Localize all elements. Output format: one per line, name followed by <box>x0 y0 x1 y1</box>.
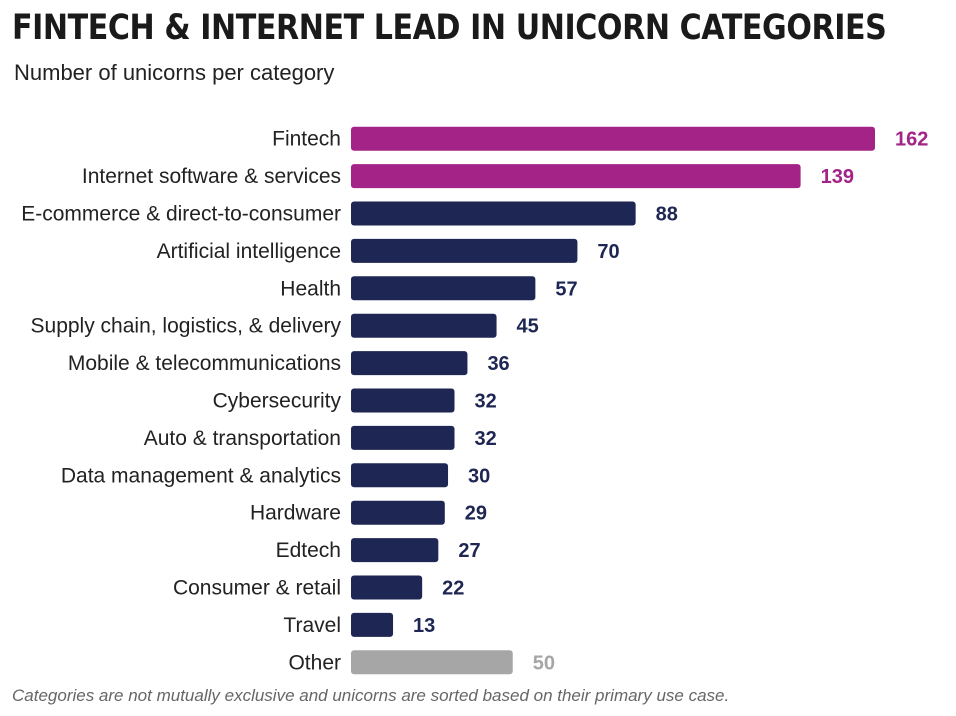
category-label: Other <box>288 651 341 674</box>
value-label: 70 <box>597 241 619 263</box>
category-label: E-commerce & direct-to-consumer <box>21 203 341 226</box>
value-label: 162 <box>895 129 928 151</box>
bar <box>351 201 636 226</box>
bar <box>351 164 801 189</box>
category-label: Artificial intelligence <box>157 240 341 263</box>
value-label: 45 <box>517 316 539 338</box>
value-label: 139 <box>821 166 854 188</box>
value-label: 88 <box>656 204 678 226</box>
value-label: 57 <box>555 278 577 300</box>
value-label: 13 <box>413 615 435 637</box>
bar <box>351 500 445 525</box>
bar <box>351 463 449 488</box>
bar <box>351 313 497 338</box>
category-label: Travel <box>283 614 341 637</box>
bar <box>351 388 455 413</box>
value-label: 36 <box>487 353 509 375</box>
category-label: Auto & transportation <box>144 427 341 450</box>
category-label: Hardware <box>250 502 341 525</box>
category-label: Supply chain, logistics, & delivery <box>31 315 342 338</box>
bar <box>351 425 455 450</box>
category-label: Health <box>280 277 341 300</box>
bar <box>351 238 578 263</box>
chart-subtitle: Number of unicorns per category <box>14 60 335 85</box>
bar-chart: Fintech 162 Internet software & services 13… <box>21 126 928 675</box>
category-label: Data management & analytics <box>61 464 341 487</box>
bar <box>351 538 439 563</box>
category-label: Mobile & telecommunications <box>68 352 341 375</box>
category-label: Cybersecurity <box>213 390 342 413</box>
category-label: Internet software & services <box>82 165 341 188</box>
bar <box>351 650 513 675</box>
bar <box>351 276 536 301</box>
value-label: 32 <box>475 428 497 450</box>
chart-footnote: Categories are not mutually exclusive an… <box>12 686 730 705</box>
bar <box>351 351 468 376</box>
category-label: Fintech <box>272 128 341 151</box>
category-label: Edtech <box>276 539 341 562</box>
category-label: Consumer & retail <box>173 577 341 600</box>
chart-title: FINTECH & INTERNET LEAD IN UNICORN CATEG… <box>12 8 887 48</box>
value-label: 22 <box>442 578 464 600</box>
value-label: 50 <box>533 652 555 674</box>
value-label: 27 <box>458 540 480 562</box>
bar <box>351 612 394 637</box>
bar <box>351 575 423 600</box>
value-label: 32 <box>475 391 497 413</box>
value-label: 30 <box>468 465 490 487</box>
bar <box>351 126 875 151</box>
value-label: 29 <box>465 503 487 525</box>
